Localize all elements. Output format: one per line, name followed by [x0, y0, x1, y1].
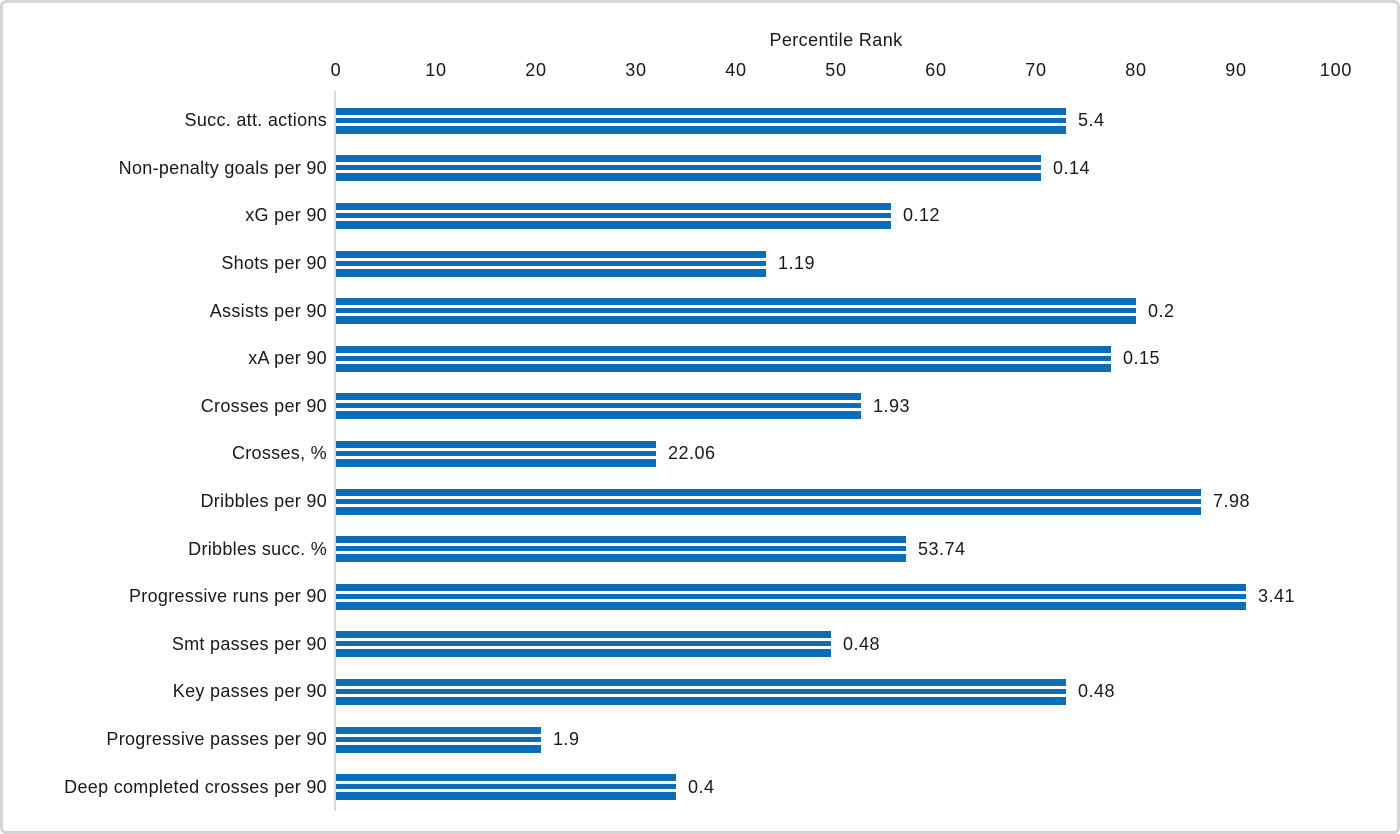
chart-title: Percentile Rank	[769, 30, 903, 50]
category-label: Progressive passes per 90	[106, 729, 327, 750]
category-label: Non-penalty goals per 90	[118, 157, 327, 178]
value-label: 53.74	[918, 538, 966, 559]
value-label: 0.15	[1123, 348, 1161, 369]
bar-row: Progressive runs per 90 3.41	[3, 573, 1397, 621]
bar	[336, 298, 1136, 325]
x-tick-label: 50	[825, 60, 847, 80]
value-label: 0.2	[1148, 300, 1175, 321]
bar-track: 22.06	[336, 440, 1336, 467]
bar	[336, 393, 861, 420]
bar-track: 5.4	[336, 107, 1336, 134]
value-label: 1.9	[553, 729, 580, 750]
category-label: Smt passes per 90	[171, 633, 327, 654]
bar-track: 0.48	[336, 631, 1336, 658]
bar-row: Dribbles succ. % 53.74	[3, 525, 1397, 573]
bar	[336, 345, 1111, 372]
bar-row: Progressive passes per 90 1.9	[3, 716, 1397, 764]
bar	[336, 631, 831, 658]
bar-row: Shots per 90 1.19	[3, 240, 1397, 288]
value-label: 1.93	[873, 395, 911, 416]
bar	[336, 774, 676, 801]
bar-track: 0.15	[336, 345, 1336, 372]
bar-row: Deep completed crosses per 90 0.4	[3, 763, 1397, 811]
y-axis-line	[334, 91, 336, 811]
bar	[336, 250, 766, 277]
category-label: Assists per 90	[209, 300, 327, 321]
value-label: 0.4	[688, 776, 715, 797]
x-tick-label: 10	[425, 60, 447, 80]
bar-track: 53.74	[336, 536, 1336, 563]
bar-track: 0.14	[336, 155, 1336, 182]
value-label: 7.98	[1213, 491, 1251, 512]
value-label: 0.12	[903, 205, 941, 226]
x-tick-label: 30	[625, 60, 647, 80]
x-tick-label: 0	[330, 60, 342, 80]
bar-track: 1.9	[336, 726, 1336, 753]
category-label: Dribbles succ. %	[188, 538, 327, 559]
bar	[336, 678, 1066, 705]
bar-row: Dribbles per 90 7.98	[3, 478, 1397, 526]
bar	[336, 488, 1201, 515]
value-label: 5.4	[1078, 110, 1105, 131]
x-tick-label: 100	[1319, 60, 1353, 80]
bar-row: xA per 90 0.15	[3, 335, 1397, 383]
x-tick-label: 70	[1025, 60, 1047, 80]
bar-track: 1.19	[336, 250, 1336, 277]
bar-track: 3.41	[336, 583, 1336, 610]
bar	[336, 202, 891, 229]
bar-row: Crosses, % 22.06	[3, 430, 1397, 478]
value-label: 0.48	[1078, 681, 1116, 702]
category-label: Crosses, %	[231, 443, 327, 464]
value-label: 1.19	[778, 253, 816, 274]
bar-row: xG per 90 0.12	[3, 192, 1397, 240]
bar-row: Crosses per 90 1.93	[3, 383, 1397, 431]
bar-row: Assists per 90 0.2	[3, 287, 1397, 335]
category-label: xA per 90	[248, 348, 327, 369]
bar	[336, 536, 906, 563]
x-tick-label: 40	[725, 60, 747, 80]
bar-track: 0.48	[336, 678, 1336, 705]
category-label: Dribbles per 90	[200, 491, 327, 512]
bar-track: 0.4	[336, 774, 1336, 801]
bar-row: Non-penalty goals per 90 0.14	[3, 145, 1397, 193]
x-tick-label: 20	[525, 60, 547, 80]
category-label: Progressive runs per 90	[129, 586, 327, 607]
category-label: xG per 90	[245, 205, 327, 226]
bar	[336, 107, 1066, 134]
bar-track: 0.2	[336, 298, 1336, 325]
x-tick-label: 60	[925, 60, 947, 80]
category-label: Key passes per 90	[172, 681, 327, 702]
bar	[336, 583, 1246, 610]
bar-track: 0.12	[336, 202, 1336, 229]
bar	[336, 440, 656, 467]
bar-rows: Succ. att. actions 5.4 Non-penalty goals p…	[3, 97, 1397, 811]
value-label: 0.48	[843, 633, 881, 654]
bar-row: Smt passes per 90 0.48	[3, 621, 1397, 669]
bar-track: 7.98	[336, 488, 1336, 515]
category-label: Succ. att. actions	[184, 110, 327, 131]
x-tick-label: 80	[1125, 60, 1147, 80]
x-axis-ticks: 0 10 20 30 40 50 60 70 80 90 100	[331, 60, 1352, 84]
category-label: Shots per 90	[221, 253, 327, 274]
value-label: 22.06	[668, 443, 716, 464]
value-label: 0.14	[1053, 157, 1091, 178]
bar	[336, 726, 541, 753]
bar-row: Key passes per 90 0.48	[3, 668, 1397, 716]
category-label: Deep completed crosses per 90	[64, 776, 327, 797]
bar	[336, 155, 1041, 182]
bar-row: Succ. att. actions 5.4	[3, 97, 1397, 145]
bar-track: 1.93	[336, 393, 1336, 420]
x-tick-label: 90	[1225, 60, 1247, 80]
value-label: 3.41	[1258, 586, 1296, 607]
category-label: Crosses per 90	[200, 395, 327, 416]
